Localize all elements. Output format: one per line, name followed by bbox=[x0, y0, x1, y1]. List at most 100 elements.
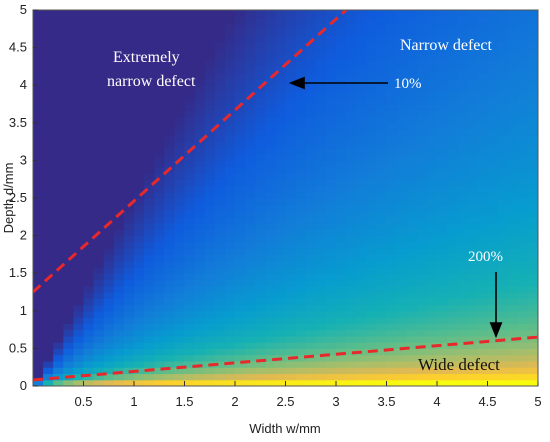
heatmap-cell bbox=[174, 329, 186, 337]
heatmap-cell bbox=[164, 66, 175, 74]
heatmap-cell bbox=[214, 229, 226, 237]
heatmap-cell bbox=[386, 72, 398, 80]
heatmap-cell bbox=[487, 179, 499, 187]
heatmap-cell bbox=[336, 10, 347, 17]
heatmap-cell bbox=[517, 179, 529, 187]
heatmap-cell bbox=[487, 172, 499, 180]
heatmap-cell bbox=[467, 53, 478, 61]
heatmap-cell bbox=[265, 273, 276, 281]
heatmap-cell bbox=[295, 53, 307, 61]
heatmap-cell bbox=[376, 329, 388, 337]
heatmap-cell bbox=[507, 91, 519, 99]
heatmap-cell bbox=[517, 373, 529, 381]
heatmap-cell bbox=[305, 154, 317, 161]
heatmap-cell bbox=[275, 329, 287, 337]
heatmap-cell bbox=[164, 292, 175, 299]
heatmap-cell bbox=[527, 122, 538, 130]
heatmap-cell bbox=[214, 28, 226, 36]
heatmap-cell bbox=[204, 85, 216, 93]
heatmap-cell bbox=[285, 10, 297, 17]
heatmap-cell bbox=[447, 116, 458, 124]
heatmap-cell bbox=[33, 129, 44, 136]
heatmap-cell bbox=[386, 141, 398, 149]
heatmap-cell bbox=[93, 53, 105, 61]
heatmap-cell bbox=[53, 292, 64, 299]
heatmap-cell bbox=[204, 97, 216, 105]
heatmap-cell bbox=[447, 273, 458, 281]
heatmap-cell bbox=[113, 373, 125, 381]
heatmap-cell bbox=[43, 204, 54, 212]
heatmap-cell bbox=[305, 122, 317, 130]
heatmap-cell bbox=[447, 179, 458, 187]
heatmap-cell bbox=[376, 141, 388, 149]
heatmap-cell bbox=[214, 41, 226, 49]
heatmap-cell bbox=[356, 235, 367, 243]
heatmap-cell bbox=[123, 85, 135, 93]
heatmap-cell bbox=[457, 235, 468, 243]
heatmap-cell bbox=[83, 354, 95, 362]
heatmap-cell bbox=[184, 310, 196, 318]
heatmap-cell bbox=[235, 329, 246, 337]
heatmap-cell bbox=[315, 223, 327, 230]
heatmap-cell bbox=[437, 97, 448, 105]
heatmap-cell bbox=[113, 354, 125, 362]
heatmap-cell bbox=[497, 166, 509, 174]
heatmap-cell bbox=[194, 198, 206, 205]
heatmap-cell bbox=[517, 166, 529, 174]
heatmap-cell bbox=[477, 78, 489, 86]
heatmap-cell bbox=[265, 298, 276, 306]
heatmap-cell bbox=[204, 292, 216, 299]
heatmap-cell bbox=[235, 185, 246, 193]
heatmap-cell bbox=[93, 78, 105, 86]
heatmap-cell bbox=[224, 122, 236, 130]
heatmap-cell bbox=[457, 185, 468, 193]
heatmap-cell bbox=[275, 22, 287, 30]
heatmap-cell bbox=[73, 129, 85, 136]
heatmap-cell bbox=[426, 266, 438, 274]
heatmap-cell bbox=[154, 229, 165, 237]
heatmap-cell bbox=[305, 72, 317, 80]
heatmap-cell bbox=[164, 35, 175, 42]
heatmap-cell bbox=[144, 185, 155, 193]
heatmap-cell bbox=[113, 310, 125, 318]
heatmap-cell bbox=[235, 298, 246, 306]
heatmap-cell bbox=[406, 335, 418, 343]
heatmap-cell bbox=[134, 248, 145, 255]
heatmap-cell bbox=[73, 66, 85, 74]
heatmap-cell bbox=[255, 147, 266, 155]
heatmap-cell bbox=[113, 53, 125, 61]
heatmap-cell bbox=[426, 373, 438, 381]
heatmap-cell bbox=[315, 285, 327, 293]
heatmap-cell bbox=[73, 235, 85, 243]
heatmap-cell bbox=[517, 47, 529, 55]
heatmap-cell bbox=[457, 273, 468, 281]
heatmap-cell bbox=[437, 179, 448, 187]
heatmap-cell bbox=[406, 360, 418, 368]
heatmap-cell bbox=[416, 179, 428, 187]
heatmap-cell bbox=[134, 223, 145, 230]
heatmap-cell bbox=[53, 254, 64, 262]
heatmap-cell bbox=[305, 335, 317, 343]
heatmap-cell bbox=[325, 310, 337, 318]
heatmap-cell bbox=[477, 22, 489, 30]
heatmap-cell bbox=[123, 104, 135, 111]
heatmap-cell bbox=[477, 304, 489, 312]
heatmap-cell bbox=[204, 223, 216, 230]
heatmap-cell bbox=[83, 279, 95, 287]
heatmap-cell bbox=[336, 273, 347, 281]
heatmap-cell bbox=[33, 110, 44, 118]
heatmap-cell bbox=[426, 210, 438, 218]
heatmap-cell bbox=[123, 60, 135, 67]
heatmap-cell bbox=[224, 266, 236, 274]
heatmap-cell bbox=[295, 235, 307, 243]
heatmap-cell bbox=[386, 323, 398, 331]
heatmap-cell bbox=[174, 198, 186, 205]
heatmap-cell bbox=[134, 35, 145, 42]
heatmap-cell bbox=[517, 379, 529, 386]
heatmap-cell bbox=[376, 223, 388, 230]
heatmap-cell bbox=[204, 91, 216, 99]
heatmap-cell bbox=[204, 216, 216, 224]
heatmap-cell bbox=[426, 154, 438, 161]
heatmap-cell bbox=[396, 47, 408, 55]
heatmap-cell bbox=[325, 223, 337, 230]
